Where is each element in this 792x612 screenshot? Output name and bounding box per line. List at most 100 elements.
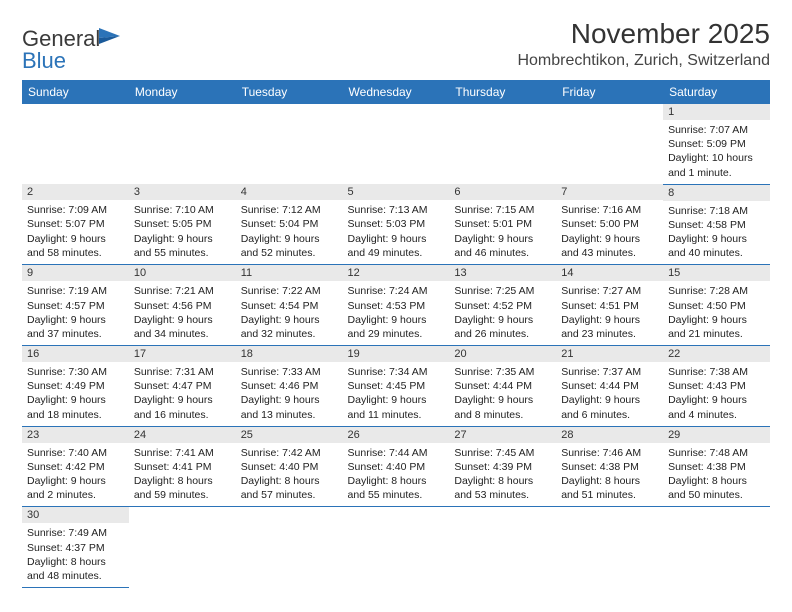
- day-daylight1: Daylight: 9 hours: [27, 393, 124, 407]
- weekday-header: Thursday: [449, 80, 556, 104]
- day-number-empty: [449, 507, 556, 523]
- calendar-day-cell: 24Sunrise: 7:41 AMSunset: 4:41 PMDayligh…: [129, 426, 236, 507]
- day-sunrise: Sunrise: 7:48 AM: [668, 446, 765, 460]
- day-details: Sunrise: 7:22 AMSunset: 4:54 PMDaylight:…: [236, 281, 343, 345]
- calendar-week-row: 9Sunrise: 7:19 AMSunset: 4:57 PMDaylight…: [22, 265, 770, 346]
- day-daylight1: Daylight: 9 hours: [241, 232, 338, 246]
- calendar-day-cell: 15Sunrise: 7:28 AMSunset: 4:50 PMDayligh…: [663, 265, 770, 346]
- day-daylight2: and 48 minutes.: [27, 569, 124, 583]
- day-sunset: Sunset: 4:52 PM: [454, 299, 551, 313]
- day-sunrise: Sunrise: 7:41 AM: [134, 446, 231, 460]
- day-number-empty: [556, 104, 663, 120]
- day-sunrise: Sunrise: 7:19 AM: [27, 284, 124, 298]
- day-number: 1: [663, 104, 770, 120]
- day-sunrise: Sunrise: 7:30 AM: [27, 365, 124, 379]
- day-sunrise: Sunrise: 7:24 AM: [348, 284, 445, 298]
- day-daylight1: Daylight: 9 hours: [134, 313, 231, 327]
- day-sunrise: Sunrise: 7:16 AM: [561, 203, 658, 217]
- day-daylight1: Daylight: 8 hours: [561, 474, 658, 488]
- calendar-day-cell: 23Sunrise: 7:40 AMSunset: 4:42 PMDayligh…: [22, 426, 129, 507]
- day-number: 15: [663, 265, 770, 281]
- day-number-empty: [22, 104, 129, 120]
- day-details: Sunrise: 7:46 AMSunset: 4:38 PMDaylight:…: [556, 443, 663, 507]
- day-sunset: Sunset: 4:58 PM: [668, 218, 765, 232]
- day-daylight2: and 57 minutes.: [241, 488, 338, 502]
- day-details: Sunrise: 7:12 AMSunset: 5:04 PMDaylight:…: [236, 200, 343, 264]
- calendar-day-cell: 12Sunrise: 7:24 AMSunset: 4:53 PMDayligh…: [343, 265, 450, 346]
- day-daylight1: Daylight: 9 hours: [241, 393, 338, 407]
- calendar-day-cell: 18Sunrise: 7:33 AMSunset: 4:46 PMDayligh…: [236, 346, 343, 427]
- calendar-day-cell: 16Sunrise: 7:30 AMSunset: 4:49 PMDayligh…: [22, 346, 129, 427]
- calendar-day-cell: 13Sunrise: 7:25 AMSunset: 4:52 PMDayligh…: [449, 265, 556, 346]
- day-daylight1: Daylight: 9 hours: [454, 232, 551, 246]
- day-details: Sunrise: 7:45 AMSunset: 4:39 PMDaylight:…: [449, 443, 556, 507]
- day-number: 27: [449, 427, 556, 443]
- calendar-day-cell: [236, 104, 343, 184]
- calendar-day-cell: 17Sunrise: 7:31 AMSunset: 4:47 PMDayligh…: [129, 346, 236, 427]
- day-daylight2: and 50 minutes.: [668, 488, 765, 502]
- day-sunrise: Sunrise: 7:35 AM: [454, 365, 551, 379]
- day-daylight1: Daylight: 9 hours: [668, 393, 765, 407]
- header: General Blue November 2025 Hombrechtikon…: [22, 18, 770, 72]
- day-daylight1: Daylight: 9 hours: [134, 232, 231, 246]
- location-text: Hombrechtikon, Zurich, Switzerland: [517, 52, 770, 70]
- day-sunrise: Sunrise: 7:40 AM: [27, 446, 124, 460]
- calendar-day-cell: 30Sunrise: 7:49 AMSunset: 4:37 PMDayligh…: [22, 507, 129, 588]
- day-details: Sunrise: 7:19 AMSunset: 4:57 PMDaylight:…: [22, 281, 129, 345]
- day-daylight2: and 37 minutes.: [27, 327, 124, 341]
- day-sunset: Sunset: 4:41 PM: [134, 460, 231, 474]
- calendar-day-cell: 21Sunrise: 7:37 AMSunset: 4:44 PMDayligh…: [556, 346, 663, 427]
- calendar-day-cell: [556, 507, 663, 588]
- day-daylight2: and 55 minutes.: [134, 246, 231, 260]
- day-sunset: Sunset: 5:04 PM: [241, 217, 338, 231]
- day-number-empty: [449, 104, 556, 120]
- day-number: 14: [556, 265, 663, 281]
- calendar-week-row: 30Sunrise: 7:49 AMSunset: 4:37 PMDayligh…: [22, 507, 770, 588]
- day-number-empty: [129, 507, 236, 523]
- calendar-day-cell: 8Sunrise: 7:18 AMSunset: 4:58 PMDaylight…: [663, 184, 770, 265]
- day-daylight1: Daylight: 9 hours: [561, 313, 658, 327]
- day-details: Sunrise: 7:16 AMSunset: 5:00 PMDaylight:…: [556, 200, 663, 264]
- day-daylight1: Daylight: 8 hours: [241, 474, 338, 488]
- day-sunrise: Sunrise: 7:15 AM: [454, 203, 551, 217]
- brand-part2: Blue: [22, 48, 66, 73]
- day-number: 9: [22, 265, 129, 281]
- day-number: 25: [236, 427, 343, 443]
- day-sunrise: Sunrise: 7:28 AM: [668, 284, 765, 298]
- day-daylight1: Daylight: 9 hours: [561, 232, 658, 246]
- day-sunset: Sunset: 5:03 PM: [348, 217, 445, 231]
- day-daylight2: and 4 minutes.: [668, 408, 765, 422]
- day-sunrise: Sunrise: 7:22 AM: [241, 284, 338, 298]
- day-number: 19: [343, 346, 450, 362]
- calendar-day-cell: 25Sunrise: 7:42 AMSunset: 4:40 PMDayligh…: [236, 426, 343, 507]
- day-sunset: Sunset: 4:42 PM: [27, 460, 124, 474]
- day-daylight2: and 40 minutes.: [668, 246, 765, 260]
- day-number: 13: [449, 265, 556, 281]
- calendar-day-cell: 19Sunrise: 7:34 AMSunset: 4:45 PMDayligh…: [343, 346, 450, 427]
- day-number-empty: [129, 104, 236, 120]
- day-number: 17: [129, 346, 236, 362]
- day-daylight2: and 43 minutes.: [561, 246, 658, 260]
- day-daylight2: and 2 minutes.: [27, 488, 124, 502]
- day-number: 23: [22, 427, 129, 443]
- day-daylight2: and 26 minutes.: [454, 327, 551, 341]
- day-details: Sunrise: 7:41 AMSunset: 4:41 PMDaylight:…: [129, 443, 236, 507]
- weekday-header: Wednesday: [343, 80, 450, 104]
- day-details: Sunrise: 7:42 AMSunset: 4:40 PMDaylight:…: [236, 443, 343, 507]
- day-sunset: Sunset: 4:40 PM: [241, 460, 338, 474]
- day-daylight1: Daylight: 9 hours: [348, 313, 445, 327]
- calendar-week-row: 1Sunrise: 7:07 AMSunset: 5:09 PMDaylight…: [22, 104, 770, 184]
- day-daylight1: Daylight: 8 hours: [27, 555, 124, 569]
- day-sunrise: Sunrise: 7:13 AM: [348, 203, 445, 217]
- day-details: Sunrise: 7:37 AMSunset: 4:44 PMDaylight:…: [556, 362, 663, 426]
- calendar-day-cell: 26Sunrise: 7:44 AMSunset: 4:40 PMDayligh…: [343, 426, 450, 507]
- day-daylight1: Daylight: 8 hours: [668, 474, 765, 488]
- day-sunrise: Sunrise: 7:33 AM: [241, 365, 338, 379]
- calendar-day-cell: [129, 104, 236, 184]
- calendar-day-cell: 20Sunrise: 7:35 AMSunset: 4:44 PMDayligh…: [449, 346, 556, 427]
- day-sunrise: Sunrise: 7:46 AM: [561, 446, 658, 460]
- calendar-day-cell: [556, 104, 663, 184]
- day-daylight1: Daylight: 9 hours: [454, 313, 551, 327]
- day-details: Sunrise: 7:34 AMSunset: 4:45 PMDaylight:…: [343, 362, 450, 426]
- day-daylight1: Daylight: 9 hours: [668, 313, 765, 327]
